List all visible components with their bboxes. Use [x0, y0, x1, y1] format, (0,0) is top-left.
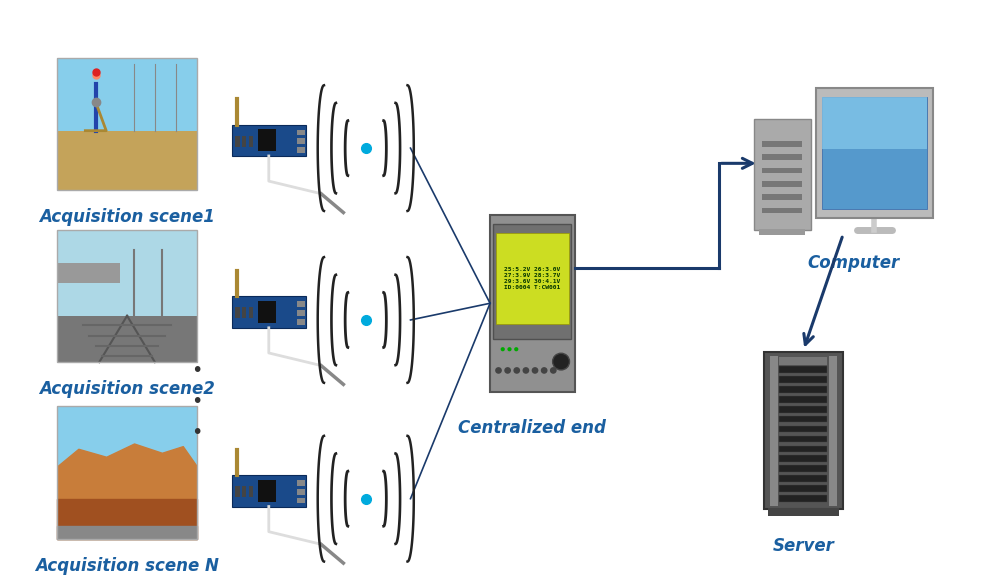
Bar [297, 489, 305, 494]
Bar [779, 465, 827, 472]
Bar [242, 135, 246, 146]
Circle shape [541, 367, 548, 374]
Bar [762, 168, 802, 173]
Bar [768, 508, 839, 516]
Bar [779, 406, 827, 413]
Bar [57, 229, 197, 316]
Bar [829, 356, 837, 506]
Bar [779, 475, 827, 482]
Bar [297, 498, 305, 503]
Bar [754, 119, 811, 229]
Bar [779, 485, 827, 492]
Text: Acquisition scene N: Acquisition scene N [35, 557, 219, 575]
Bar [57, 406, 197, 466]
Text: •
•
•: • • • [191, 361, 202, 442]
Bar [779, 436, 827, 442]
Bar [779, 426, 827, 432]
Bar [297, 147, 305, 153]
Circle shape [553, 353, 570, 370]
Bar [822, 97, 927, 149]
Bar [762, 181, 802, 187]
Bar [232, 296, 306, 328]
Circle shape [523, 367, 529, 374]
Bar [258, 301, 276, 323]
Bar [297, 319, 305, 325]
Bar [816, 88, 933, 218]
Bar [242, 486, 246, 497]
Text: Acquisition scene1: Acquisition scene1 [39, 208, 215, 226]
Bar [779, 495, 827, 501]
Bar [57, 131, 197, 191]
Bar [779, 416, 827, 422]
Bar [297, 480, 305, 486]
Bar [490, 215, 575, 392]
Bar [235, 135, 240, 146]
Bar [57, 58, 197, 131]
Bar [57, 58, 197, 191]
Text: Server: Server [772, 537, 834, 555]
Bar [258, 480, 276, 502]
Bar [779, 446, 827, 452]
Bar [779, 376, 827, 383]
Bar [759, 228, 805, 235]
Bar [297, 310, 305, 316]
Bar [496, 232, 569, 324]
Bar [57, 316, 197, 362]
Bar [232, 124, 306, 156]
Bar [235, 486, 240, 497]
Bar [57, 406, 197, 539]
Bar [779, 357, 827, 365]
Circle shape [514, 347, 518, 352]
Bar [762, 141, 802, 147]
Circle shape [513, 367, 520, 374]
Bar [779, 396, 827, 403]
Bar [249, 135, 253, 146]
Bar [822, 97, 927, 209]
Bar [297, 302, 305, 307]
Text: 25:5.2V 26:3.0V
27:3.9V 28:3.7V
29:3.6V 30:4.1V
ID:0004 T:CW001: 25:5.2V 26:3.0V 27:3.9V 28:3.7V 29:3.6V … [504, 267, 560, 290]
Text: Computer: Computer [807, 254, 899, 272]
Bar [297, 130, 305, 135]
Bar [232, 475, 306, 507]
Bar [57, 263, 120, 282]
Text: Centralized end: Centralized end [458, 419, 606, 437]
Bar [762, 155, 802, 160]
Bar [779, 367, 827, 373]
Circle shape [495, 367, 502, 374]
Bar [249, 307, 253, 318]
Circle shape [550, 367, 557, 374]
Bar [770, 356, 778, 506]
Bar [762, 194, 802, 200]
Text: Acquisition scene2: Acquisition scene2 [39, 380, 215, 398]
Circle shape [501, 347, 505, 352]
Bar [258, 129, 276, 151]
Circle shape [532, 367, 538, 374]
Circle shape [507, 347, 512, 352]
Bar [493, 224, 571, 339]
Bar [57, 229, 197, 362]
Bar [779, 456, 827, 462]
Bar [762, 207, 802, 213]
Bar [297, 138, 305, 144]
Bar [235, 307, 240, 318]
Bar [779, 386, 827, 393]
Bar [249, 486, 253, 497]
Bar [764, 352, 843, 510]
Circle shape [504, 367, 511, 374]
Bar [242, 307, 246, 318]
